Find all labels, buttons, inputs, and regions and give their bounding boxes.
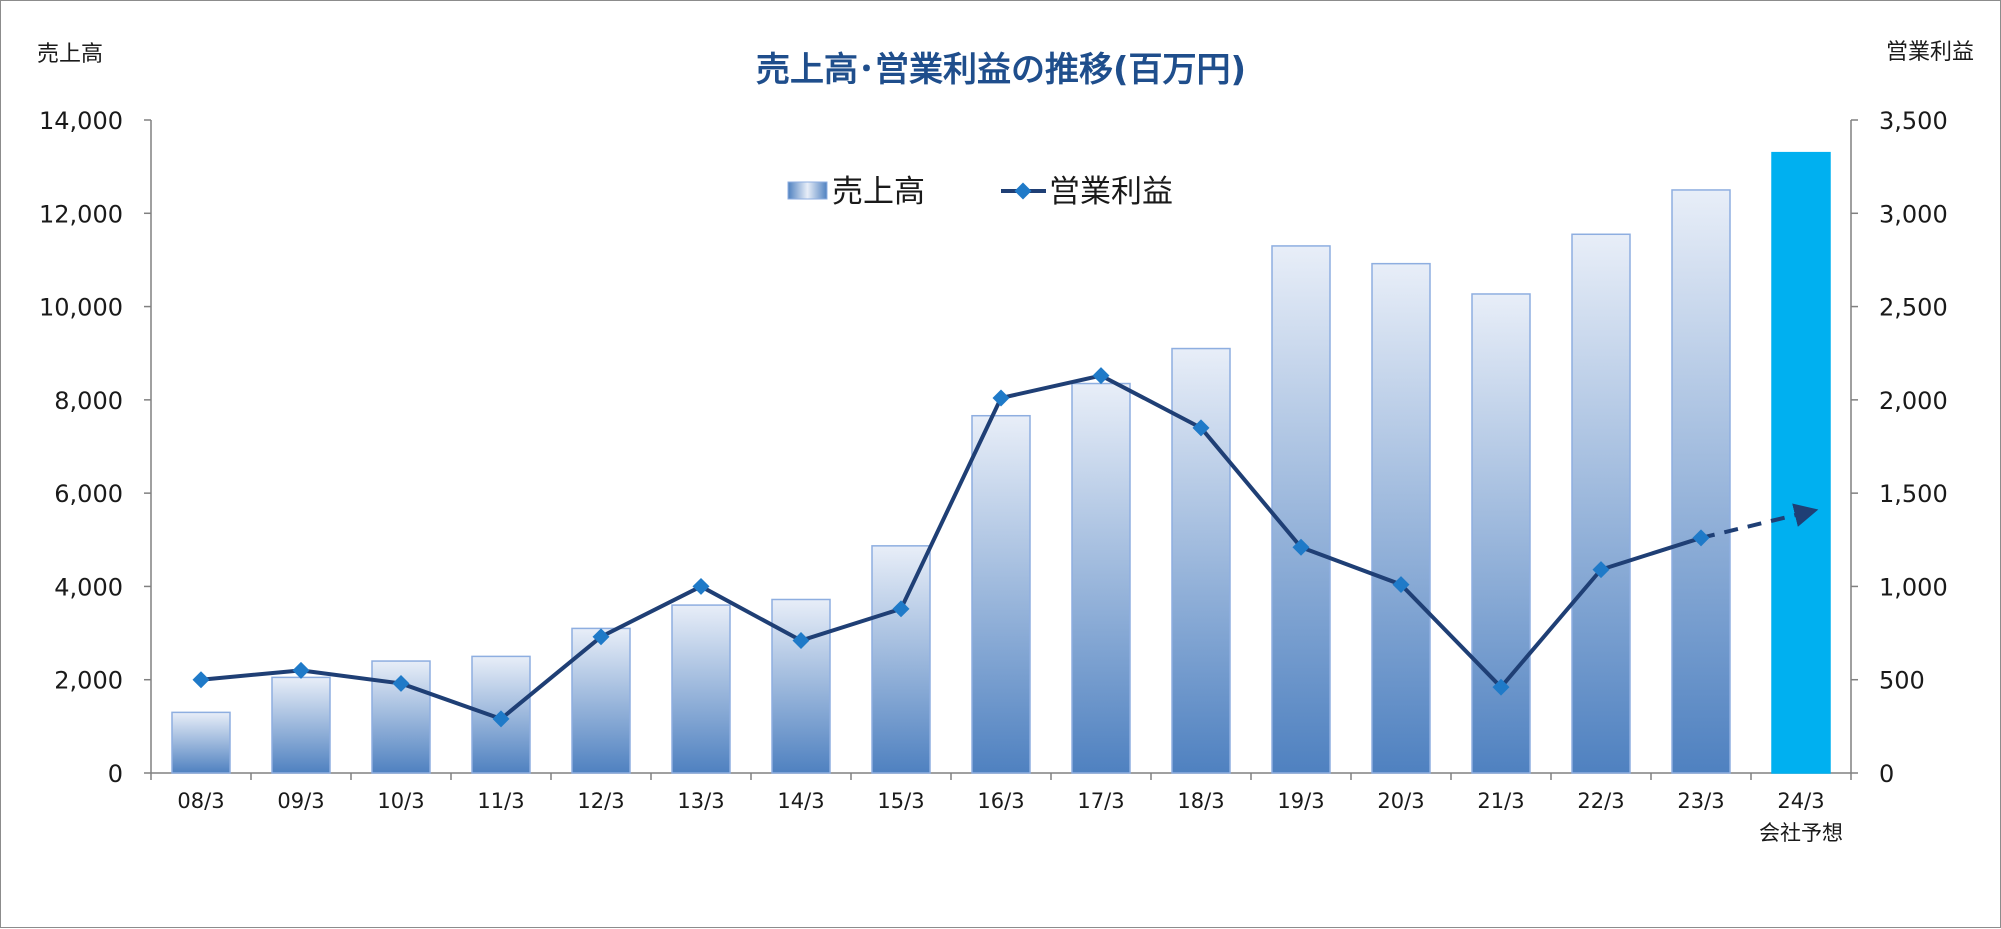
- left-tick-label: 14,000: [39, 107, 123, 135]
- legend-line-label: 営業利益: [1049, 174, 1173, 210]
- profit-point: [392, 674, 410, 692]
- profit-point: [892, 600, 910, 618]
- right-tick-label: 3,500: [1879, 107, 1948, 135]
- bar: [571, 627, 631, 774]
- bar: [1371, 262, 1431, 774]
- left-tick-label: 4,000: [54, 573, 123, 601]
- category-label: 23/3: [1677, 789, 1724, 813]
- category-label: 24/3: [1777, 789, 1824, 813]
- right-tick-label: 1,500: [1879, 480, 1948, 508]
- profit-forecast-arrow: [1700, 503, 1819, 540]
- category-label: 12/3: [577, 789, 624, 813]
- bar: [1171, 347, 1231, 774]
- bar: [171, 711, 231, 774]
- category-label: 18/3: [1177, 789, 1224, 813]
- category-label: 13/3: [677, 789, 724, 813]
- right-tick-label: 2,000: [1879, 387, 1948, 415]
- profit-point: [1592, 561, 1610, 579]
- profit-point: [292, 661, 310, 679]
- profit-point: [492, 710, 510, 728]
- category-label: 11/3: [477, 789, 524, 813]
- bar: [1571, 233, 1631, 774]
- left-tick-label: 8,000: [54, 387, 123, 415]
- category-label: 17/3: [1077, 789, 1124, 813]
- legend-bar-label: 売上高: [832, 174, 925, 210]
- bar: [1671, 189, 1731, 774]
- right-tick-label: 0: [1879, 760, 1894, 788]
- profit-point: [1492, 678, 1510, 696]
- left-tick-label: 6,000: [54, 480, 123, 508]
- bar: [671, 604, 731, 774]
- right-tick-label: 3,000: [1879, 200, 1948, 228]
- left-axis-title: 売上高: [37, 42, 103, 67]
- profit-point: [992, 389, 1010, 407]
- bar: [271, 676, 331, 774]
- category-label: 09/3: [277, 789, 324, 813]
- bar-forecast: [1771, 151, 1831, 774]
- category-label: 19/3: [1277, 789, 1324, 813]
- axes: 0 2,000 4,000 6,000 8,000 10,000 12,000 14,000 0…: [39, 107, 1948, 788]
- profit-point: [792, 632, 810, 650]
- left-tick-label: 10,000: [39, 294, 123, 322]
- profit-point: [1292, 538, 1310, 556]
- bar: [871, 545, 931, 774]
- profit-point: [192, 671, 210, 689]
- profit-line-path: [200, 373, 1702, 721]
- bar: [771, 598, 831, 774]
- category-label: 21/3: [1477, 789, 1524, 813]
- category-labels: 08/3 09/3 10/3 11/3 12/3 13/3 14/3 15/3 16/3 17/3…: [177, 789, 1843, 845]
- bars: [171, 151, 1831, 774]
- profit-point: [1392, 576, 1410, 594]
- profit-point: [1692, 529, 1710, 547]
- profit-point: [592, 628, 610, 646]
- right-tick-label: 2,500: [1879, 294, 1948, 322]
- category-sublabel: 会社予想: [1759, 821, 1843, 845]
- legend-line-marker: [1014, 182, 1032, 200]
- category-label: 20/3: [1377, 789, 1424, 813]
- profit-point: [692, 577, 710, 595]
- left-tick-label: 2,000: [54, 667, 123, 695]
- category-label: 16/3: [977, 789, 1024, 813]
- left-tick-label: 0: [108, 760, 123, 788]
- category-label: 14/3: [777, 789, 824, 813]
- category-label: 10/3: [377, 789, 424, 813]
- legend-bar-swatch: [787, 181, 828, 200]
- bar: [1271, 245, 1331, 774]
- legend: 売上高 営業利益: [787, 174, 1173, 210]
- category-label: 08/3: [177, 789, 224, 813]
- right-axis-title: 営業利益: [1886, 40, 1974, 65]
- bar: [1471, 293, 1531, 774]
- category-label: 15/3: [877, 789, 924, 813]
- right-tick-label: 1,000: [1879, 573, 1948, 601]
- right-tick-label: 500: [1879, 667, 1925, 695]
- category-label: 22/3: [1577, 789, 1624, 813]
- bar: [1071, 382, 1131, 774]
- profit-point: [1092, 367, 1110, 385]
- chart-title: 売上高･営業利益の推移(百万円): [756, 50, 1246, 90]
- bar: [971, 414, 1031, 774]
- left-tick-label: 12,000: [39, 200, 123, 228]
